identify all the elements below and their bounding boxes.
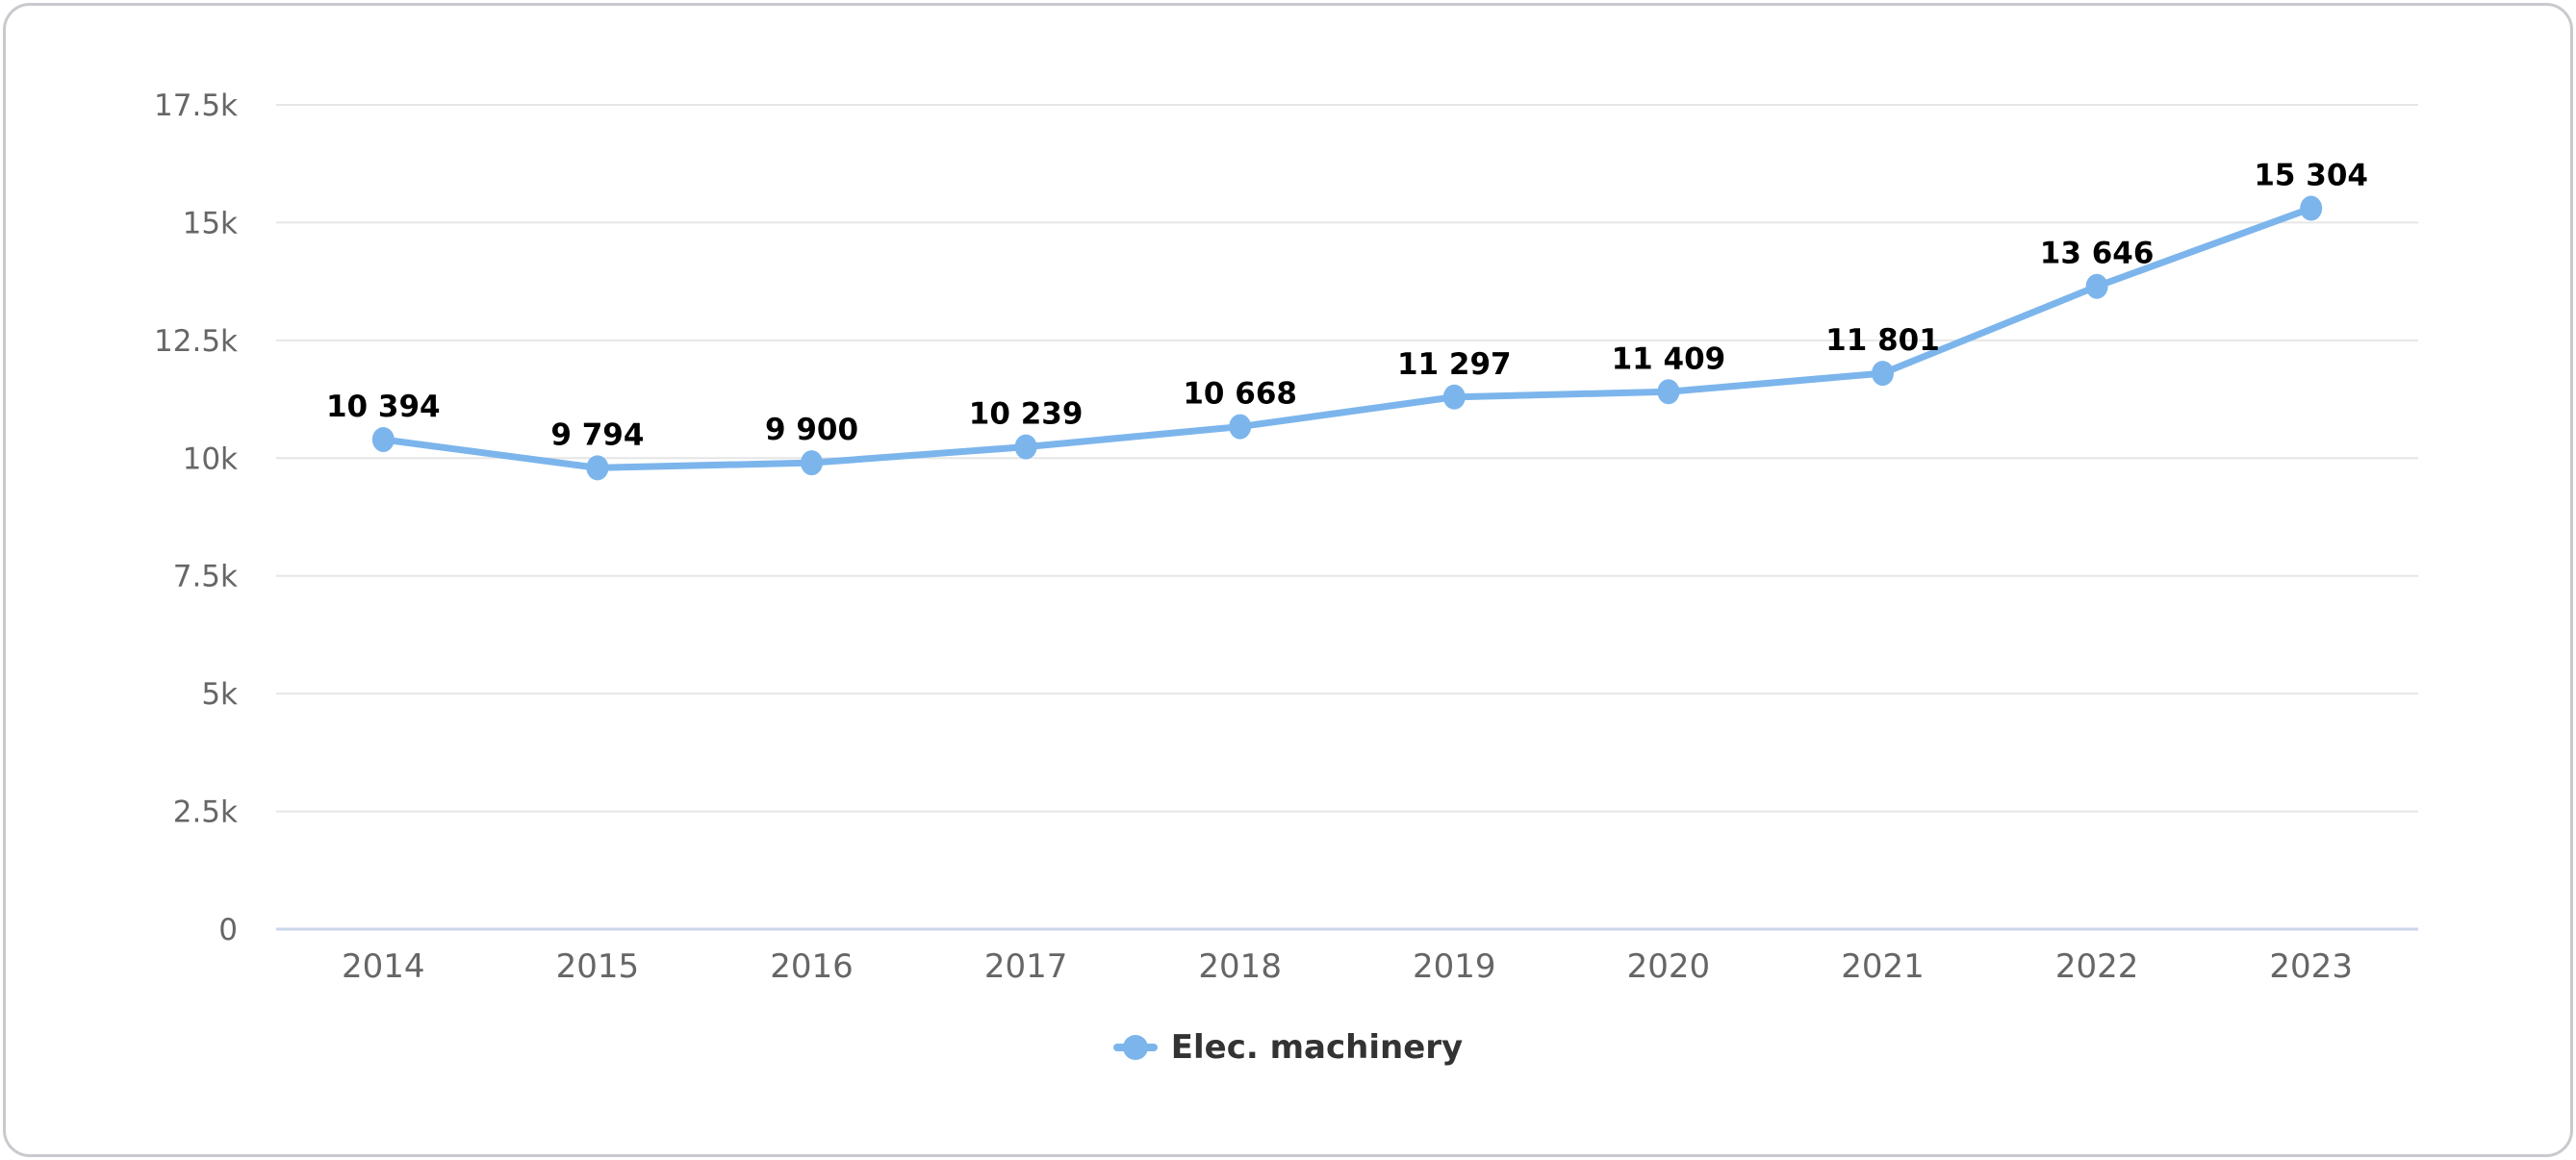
x-tick-label: 2017 — [984, 947, 1068, 986]
data-point-label: 10 239 — [969, 397, 1084, 432]
data-point-marker[interactable] — [586, 455, 609, 481]
data-point-marker[interactable] — [801, 450, 823, 476]
y-tick-label: 17.5k — [154, 88, 238, 123]
data-point-label: 10 394 — [326, 390, 441, 424]
data-point-marker[interactable] — [371, 426, 395, 452]
data-point-label: 11 297 — [1397, 347, 1512, 382]
x-tick-label: 2023 — [2269, 947, 2353, 986]
x-tick-label: 2014 — [342, 947, 425, 986]
y-tick-label: 0 — [218, 913, 238, 947]
data-point-marker[interactable] — [2300, 195, 2323, 221]
x-tick-label: 2015 — [556, 947, 640, 986]
legend-item-elec-machinery[interactable]: Elec. machinery — [0, 1021, 2576, 1073]
data-point-label: 10 668 — [1183, 377, 1297, 412]
data-point-marker[interactable] — [1229, 414, 1252, 440]
data-point-marker[interactable] — [1442, 384, 1466, 410]
y-tick-label: 5k — [201, 677, 238, 712]
data-point-marker[interactable] — [2085, 273, 2108, 299]
x-tick-label: 2020 — [1627, 947, 1711, 986]
data-point-marker[interactable] — [1657, 379, 1680, 405]
y-tick-label: 7.5k — [173, 560, 238, 594]
data-point-label: 9 794 — [550, 417, 644, 452]
x-tick-label: 2021 — [1841, 947, 1925, 986]
y-tick-label: 12.5k — [154, 324, 238, 359]
y-tick-label: 10k — [183, 441, 238, 476]
data-point-marker[interactable] — [1872, 361, 1894, 387]
data-point-marker[interactable] — [1014, 434, 1037, 460]
series-line-elec-machinery — [379, 205, 2315, 471]
x-tick-label: 2022 — [2055, 947, 2139, 986]
data-point-label: 13 646 — [2040, 237, 2155, 271]
y-tick-label: 15k — [183, 206, 238, 240]
legend-line-marker-icon — [1112, 1033, 1158, 1062]
legend-label: Elec. machinery — [1170, 1028, 1464, 1067]
data-point-label: 9 900 — [765, 413, 858, 447]
x-tick-label: 2018 — [1198, 947, 1282, 986]
x-tick-label: 2016 — [770, 947, 854, 986]
data-point-label: 11 409 — [1612, 341, 1726, 376]
chart-card — [3, 3, 2573, 1157]
y-tick-label: 2.5k — [173, 795, 238, 830]
data-point-label: 11 801 — [1825, 323, 1940, 358]
x-tick-label: 2019 — [1413, 947, 1496, 986]
data-point-label: 15 304 — [2254, 159, 2368, 193]
